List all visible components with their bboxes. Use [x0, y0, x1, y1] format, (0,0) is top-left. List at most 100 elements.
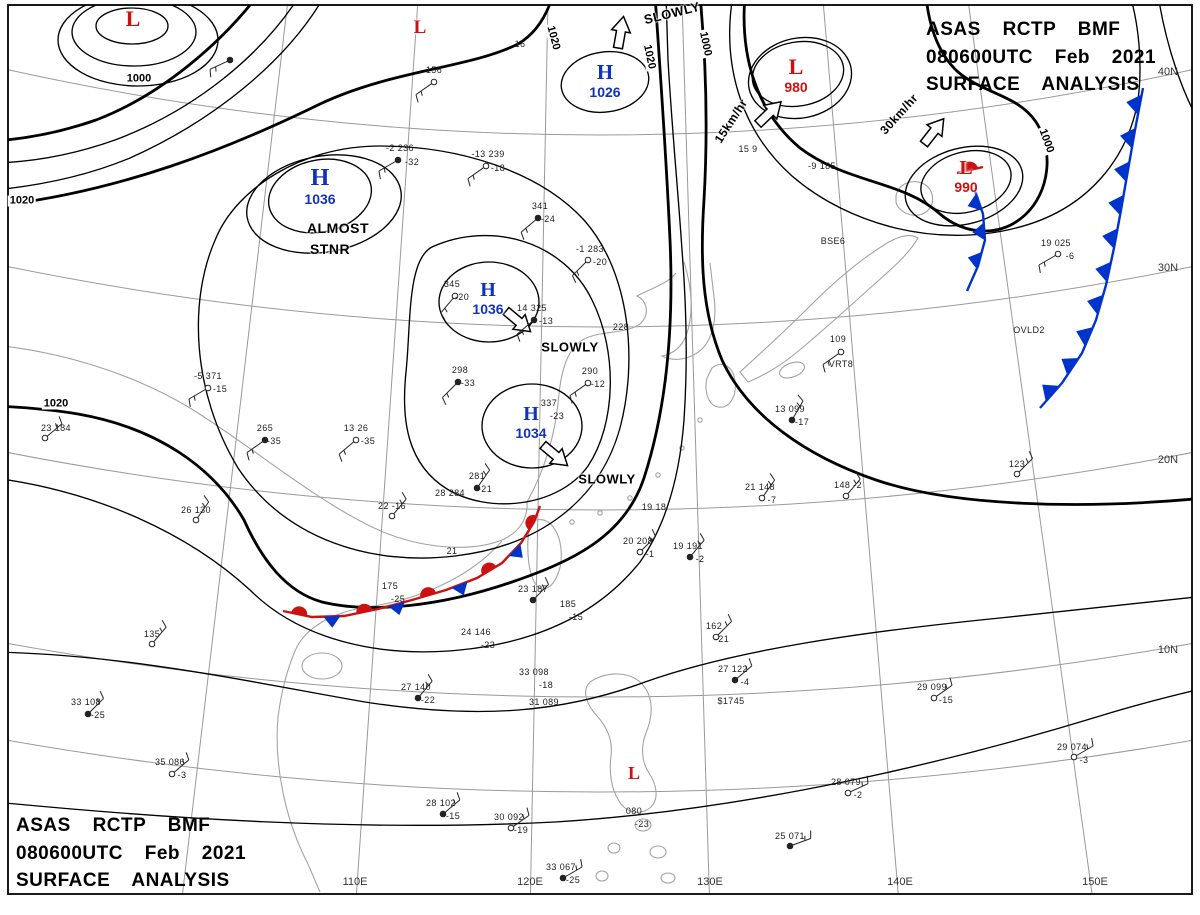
wind-barb-icon [686, 532, 705, 561]
pressure-value: 1026 [589, 84, 621, 100]
station-plot-text: 35 086 [155, 757, 185, 767]
parallel-20n [8, 452, 1192, 511]
pressure-symbol: H [596, 60, 614, 84]
station-plot-text: -15 [568, 612, 584, 622]
coast-philippine-island [595, 870, 609, 882]
wind-barb-icon [1038, 250, 1062, 273]
station-plot-text: -19 [513, 825, 529, 835]
meridian-100e [181, 5, 288, 894]
title-line-2: 080600UTC Feb 2021 [16, 842, 247, 864]
wind-barb-icon [507, 807, 530, 832]
wind-barb-icon [529, 576, 550, 604]
wind-barb-icon [467, 162, 490, 187]
station-plot-text: -25 [565, 875, 581, 885]
station-plot-text: -2 [695, 554, 705, 564]
station-plot-text: -23 [549, 411, 565, 421]
station-plot-text: -21 [477, 484, 493, 494]
station-plot-text: 24 146 [461, 627, 491, 637]
meridian-120e [529, 5, 549, 894]
wind-barb-icon [209, 56, 234, 78]
pressure-center-high: H 1036 [304, 166, 335, 206]
isobar [751, 40, 845, 108]
wind-barb-icon [415, 78, 438, 103]
cold-front-triangle [508, 543, 523, 558]
station-plot-text: 265 [256, 423, 274, 433]
chart-title-top-right: ASAS RCTP BMF 080600UTC Feb 2021 SURFACE… [926, 16, 1156, 99]
isobar-1020 [8, 5, 673, 609]
wind-barb-icon [786, 830, 812, 850]
station-plot-text: 123 [1008, 459, 1026, 469]
station-plot-text: 23 184 [41, 423, 71, 433]
pressure-symbol: H [523, 403, 539, 425]
isobar [1159, 5, 1192, 110]
pressure-symbol: H [310, 165, 330, 191]
station-plot-text: -18 [490, 163, 506, 173]
parallel-30n [8, 266, 1192, 328]
title-line-3: SURFACE ANALYSIS [16, 870, 230, 892]
coast-ryukyu [697, 417, 703, 423]
isobar [267, 158, 373, 234]
wind-barb-icon [414, 673, 433, 702]
wind-barb-icon [246, 436, 269, 461]
station-plot-text: -15 [938, 695, 954, 705]
station-plot-text: -13 [538, 316, 554, 326]
longitude-label: 130E [697, 876, 723, 888]
warm-front [956, 161, 984, 175]
coast-philippine-island [649, 845, 667, 859]
wind-barb-icon [571, 256, 592, 284]
coast-taiwan [527, 519, 562, 590]
chart-title-bottom-left: ASAS RCTP BMF 080600UTC Feb 2021 SURFACE… [16, 812, 246, 895]
station-plot-text: -4 [740, 677, 750, 687]
warm-front-semicircle [420, 587, 437, 598]
station-plot-text: -17 [794, 417, 810, 427]
station-plot-text: $1745 [717, 696, 745, 706]
wind-barb-icon [569, 379, 592, 404]
wind-barb-icon [788, 394, 804, 424]
title-line-1: ASAS RCTP BMF [926, 19, 1121, 40]
wind-barb-icon [441, 378, 462, 406]
cold-front-triangle [1126, 94, 1142, 115]
station-plot-text: BSE6 [820, 236, 846, 246]
cold-front-triangle [1108, 194, 1124, 216]
station-plot-text: 337 [540, 398, 558, 408]
station-plot-text: 19 18 [641, 502, 667, 512]
pressure-center-high: H 1034 [515, 404, 546, 440]
isobar [8, 596, 1192, 713]
station-plot-text: -22 [420, 695, 436, 705]
pressure-center-high: H 1026 [589, 60, 621, 100]
station-plot-text: 080 [625, 806, 643, 816]
latitude-label: 20N [1157, 454, 1179, 466]
station-plot-text: OVLD2 [1013, 325, 1045, 335]
wind-barb-icon [1070, 738, 1094, 761]
station-plot-text: -25 [90, 710, 106, 720]
cold-front [965, 187, 987, 292]
cold-front-triangle [1114, 161, 1130, 182]
station-plot-text: 27 122 [718, 664, 748, 674]
cold-front-triangle [972, 222, 986, 241]
coast-ryukyu [679, 445, 685, 451]
station-plot-text: 23 187 [518, 584, 548, 594]
station-plot-text: 28 284 [435, 488, 465, 498]
meridian-130e [681, 5, 710, 894]
wind-barb-icon [338, 436, 360, 462]
station-plot-text: -1 283 [576, 244, 604, 254]
station-plot-text: 298 [451, 365, 469, 375]
isobar [729, 5, 1141, 237]
station-plot-text: 30 092 [494, 812, 524, 822]
isobar [438, 261, 540, 343]
arrows-layer [502, 15, 945, 467]
station-plot-text: 281 [468, 471, 486, 481]
station-plot-text: 25 071 [775, 831, 805, 841]
pressure-symbol: L [125, 6, 141, 31]
station-plot-text: 15 9 [738, 144, 758, 154]
isobar [71, 5, 197, 67]
cold-front-triangle [1102, 228, 1118, 249]
wind-barb-icon [473, 463, 491, 492]
station-plot-text: -18 [538, 680, 554, 690]
wind-barb-icon [388, 491, 407, 520]
isobar-1000 [699, 5, 1192, 506]
station-plot-text: -9 185 [808, 161, 836, 171]
wind-barb-icon [844, 775, 869, 797]
cold-front-triangle [1095, 261, 1112, 282]
